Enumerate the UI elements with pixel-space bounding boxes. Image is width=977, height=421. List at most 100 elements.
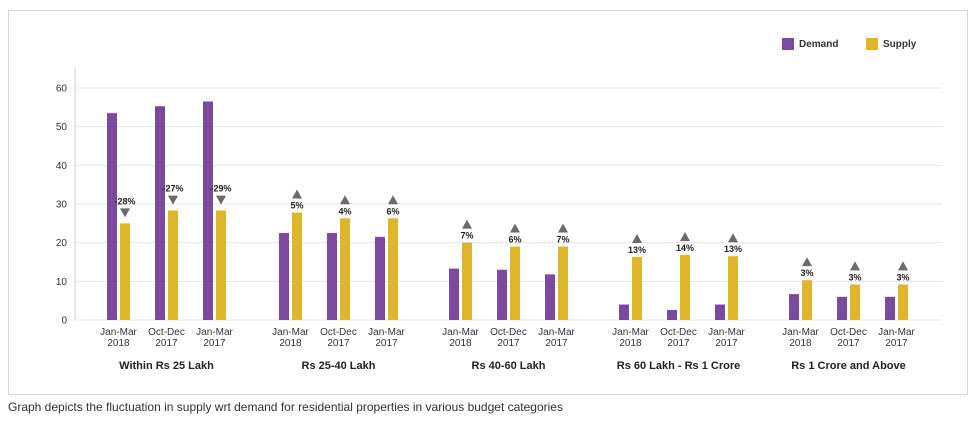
demand-bar xyxy=(327,233,337,320)
x-tick-label: Jan-Mar xyxy=(708,327,745,338)
group-label: Rs 40-60 Lakh xyxy=(472,360,546,372)
demand-bar xyxy=(279,233,289,320)
x-tick-label: 2017 xyxy=(155,338,178,349)
demand-bar xyxy=(497,269,507,320)
x-tick-label: Jan-Mar xyxy=(878,327,915,338)
y-tick-label: 30 xyxy=(56,200,68,211)
y-tick-label: 0 xyxy=(61,316,67,327)
x-tick-label: Oct-Dec xyxy=(830,327,867,338)
demand-bar xyxy=(449,268,459,320)
y-tick-label: 10 xyxy=(56,277,68,288)
x-tick-label: 2017 xyxy=(885,338,908,349)
demand-bar xyxy=(107,113,117,320)
supply-bar xyxy=(388,218,398,320)
x-tick-label: 2017 xyxy=(545,338,568,349)
x-tick-label: 2017 xyxy=(837,338,860,349)
change-label: 3% xyxy=(800,268,813,278)
x-tick-label: Jan-Mar xyxy=(272,327,309,338)
change-label: 3% xyxy=(848,272,861,282)
down-arrow-icon xyxy=(168,195,178,205)
supply-bar xyxy=(120,223,130,320)
chart-frame xyxy=(8,10,968,395)
up-arrow-icon xyxy=(898,261,908,271)
x-tick-label: 2018 xyxy=(619,338,642,349)
up-arrow-icon xyxy=(462,219,472,229)
x-tick-label: 2018 xyxy=(449,338,472,349)
x-tick-label: 2018 xyxy=(107,338,130,349)
supply-bar xyxy=(292,212,302,320)
demand-bar xyxy=(375,236,385,320)
y-tick-label: 40 xyxy=(56,161,68,172)
group-label: Within Rs 25 Lakh xyxy=(119,360,214,372)
down-arrow-icon xyxy=(216,195,226,205)
x-tick-label: Jan-Mar xyxy=(442,327,479,338)
x-tick-label: 2018 xyxy=(789,338,812,349)
x-tick-label: 2018 xyxy=(279,338,302,349)
change-label: 6% xyxy=(508,235,521,245)
change-label: 14% xyxy=(676,243,694,253)
x-tick-label: 2017 xyxy=(327,338,350,349)
demand-bar xyxy=(789,294,799,320)
change-label: 7% xyxy=(556,235,569,245)
demand-bar xyxy=(619,304,629,320)
up-arrow-icon xyxy=(510,223,520,233)
demand-bar xyxy=(545,274,555,320)
change-label: -28% xyxy=(114,196,135,206)
demand-bar xyxy=(837,296,847,320)
up-arrow-icon xyxy=(850,261,860,271)
up-arrow-icon xyxy=(680,232,690,242)
x-tick-label: Jan-Mar xyxy=(782,327,819,338)
x-tick-label: 2017 xyxy=(715,338,738,349)
y-tick-label: 20 xyxy=(56,238,68,249)
demand-bar xyxy=(885,296,895,320)
x-tick-label: Jan-Mar xyxy=(196,327,233,338)
supply-bar xyxy=(216,210,226,320)
y-tick-label: 60 xyxy=(56,84,68,95)
legend-supply: Supply xyxy=(866,38,916,50)
x-tick-label: 2017 xyxy=(203,338,226,349)
change-label: 13% xyxy=(724,244,742,254)
change-label: 7% xyxy=(460,231,473,241)
supply-bar xyxy=(632,256,642,320)
up-arrow-icon xyxy=(340,195,350,205)
up-arrow-icon xyxy=(728,233,738,243)
change-label: 4% xyxy=(338,206,351,216)
supply-bar xyxy=(510,246,520,320)
y-tick-label: 50 xyxy=(56,122,68,133)
change-label: 5% xyxy=(290,201,303,211)
x-tick-label: Jan-Mar xyxy=(100,327,137,338)
change-label: 6% xyxy=(386,206,399,216)
up-arrow-icon xyxy=(558,223,568,233)
supply-bar xyxy=(462,242,472,320)
demand-bar xyxy=(667,309,677,320)
legend-demand-swatch xyxy=(782,38,794,50)
demand-bar xyxy=(715,304,725,320)
supply-bar xyxy=(728,256,738,320)
up-arrow-icon xyxy=(388,195,398,205)
legend-demand-label: Demand xyxy=(799,38,839,50)
x-tick-label: Oct-Dec xyxy=(490,327,527,338)
x-tick-label: Oct-Dec xyxy=(320,327,357,338)
legend-supply-label: Supply xyxy=(883,38,917,50)
x-tick-label: Jan-Mar xyxy=(612,327,649,338)
group-label: Rs 60 Lakh - Rs 1 Crore xyxy=(617,360,741,372)
up-arrow-icon xyxy=(632,233,642,243)
legend-supply-swatch xyxy=(866,38,878,50)
supply-bar xyxy=(340,218,350,320)
x-tick-label: 2017 xyxy=(375,338,398,349)
change-label: -27% xyxy=(162,184,183,194)
up-arrow-icon xyxy=(802,257,812,267)
change-label: 13% xyxy=(628,245,646,255)
group-label: Rs 25-40 Lakh xyxy=(302,360,376,372)
demand-bar xyxy=(203,101,213,321)
supply-bar xyxy=(168,210,178,320)
change-label: 3% xyxy=(896,272,909,282)
change-label: -29% xyxy=(210,184,231,194)
x-tick-label: 2017 xyxy=(667,338,690,349)
group-label: Rs 1 Crore and Above xyxy=(791,360,906,372)
demand-bar xyxy=(155,106,165,320)
supply-bar xyxy=(802,280,812,320)
supply-bar xyxy=(680,255,690,320)
supply-bar xyxy=(898,284,908,320)
